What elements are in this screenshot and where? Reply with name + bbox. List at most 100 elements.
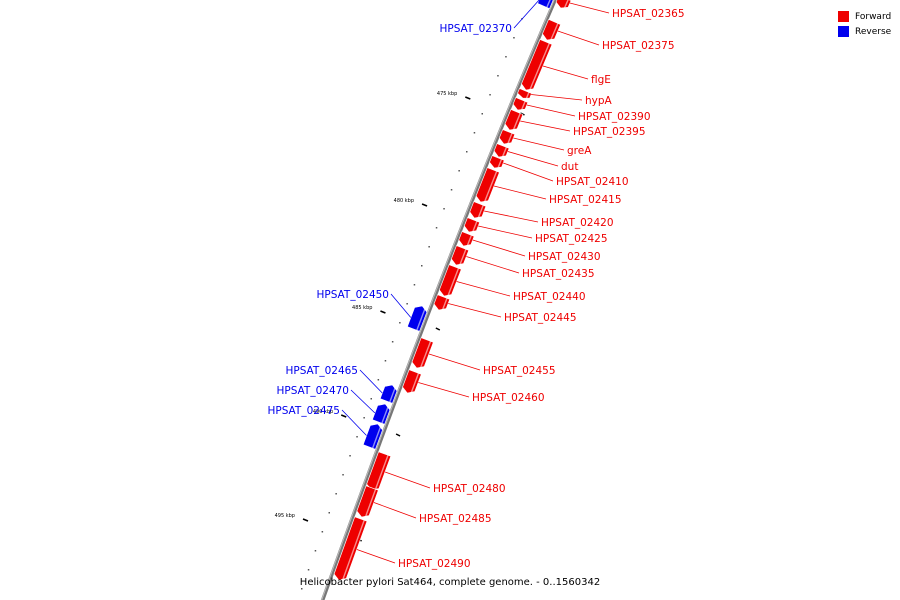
minor-tick (473, 132, 476, 134)
gene-shade (371, 424, 382, 449)
gene-arrow (451, 245, 470, 266)
gene-feature: HPSAT_02470 (276, 385, 391, 425)
minor-tick (370, 398, 372, 400)
gene-arrow (469, 201, 487, 219)
gene-leader-line (531, 94, 583, 101)
gene-arrow (521, 39, 553, 91)
gene-feature: HPSAT_02445 (433, 294, 577, 324)
minor-tick (301, 588, 303, 590)
legend-item-forward: Forward (838, 9, 891, 24)
gene-leader-line (356, 549, 396, 564)
gene-label: HPSAT_02455 (483, 365, 556, 377)
gene-feature: HPSAT_02410 (489, 155, 629, 188)
gene-arrow (433, 294, 451, 311)
gene-feature: HPSAT_02485 (356, 485, 492, 525)
gene-leader-line (428, 353, 481, 371)
gene-shade (525, 92, 530, 100)
minor-tick (443, 208, 445, 210)
gene-feature: HPSAT_02480 (366, 451, 506, 495)
minor-tick (363, 417, 365, 419)
gene-label: HPSAT_02435 (522, 268, 595, 280)
gene-shade (410, 373, 420, 395)
gene-feature: HPSAT_02450 (316, 289, 428, 332)
gene-feature: HPSAT_02435 (451, 245, 595, 280)
kbp-tick (465, 96, 471, 100)
genome-backbone-highlight (321, 0, 555, 600)
gene-leader-line (513, 0, 540, 29)
minor-tick (435, 327, 441, 331)
gene-leader-line (456, 281, 511, 297)
kbp-tick (340, 414, 347, 418)
minor-tick (458, 170, 460, 172)
gene-label: HPSAT_02465 (285, 365, 358, 377)
minor-tick (395, 433, 401, 437)
gene-feature: HPSAT_02440 (439, 264, 586, 303)
gene-leader-line (520, 120, 571, 132)
gene-arrow (504, 109, 524, 131)
gene-label: HPSAT_02375 (602, 40, 675, 52)
gene-shade (477, 205, 484, 220)
gene-shade (341, 519, 365, 582)
gene-label: flgE (591, 74, 611, 86)
gene-leader-line (341, 409, 367, 436)
gene-arrow (458, 231, 475, 247)
kbp-tick-label: 490 kbp (313, 409, 333, 415)
gene-leader-line (390, 293, 412, 318)
gene-feature: HPSAT_02370 (439, 0, 554, 35)
gene-label: HPSAT_02410 (556, 176, 629, 188)
gene-leader-line (526, 104, 576, 117)
gene-feature: HPSAT_02490 (333, 516, 471, 582)
gene-feature: HPSAT_02395 (504, 109, 646, 138)
gene-label: HPSAT_02425 (535, 233, 608, 245)
gene-label: HPSAT_02480 (433, 483, 506, 495)
minor-tick (307, 569, 310, 571)
gene-feature: flgE (521, 39, 611, 92)
gene-arrow (407, 305, 428, 332)
gene-shade (374, 454, 389, 492)
gene-arrow (362, 423, 383, 450)
minor-tick (391, 341, 394, 343)
gene-leader-line (507, 151, 559, 167)
minor-tick (481, 113, 483, 115)
minor-tick (377, 379, 380, 381)
gene-leader-line (478, 225, 533, 239)
gene-feature: HPSAT_02430 (458, 231, 601, 263)
legend-item-reverse: Reverse (838, 24, 891, 39)
gene-shade (501, 147, 508, 159)
gene-feature: greA (498, 129, 592, 157)
minor-tick (356, 436, 358, 438)
kbp-tick (421, 203, 428, 207)
gene-leader-line (384, 471, 431, 489)
gene-shade (506, 133, 513, 146)
minor-tick (428, 246, 430, 248)
minor-tick (335, 493, 337, 495)
gene-feature: HPSAT_02420 (469, 201, 614, 229)
genome-caption: Helicobacter pylori Sat464, complete gen… (299, 577, 601, 588)
gene-feature: HPSAT_02475 (267, 405, 383, 450)
gene-label: HPSAT_02440 (513, 291, 586, 303)
gene-shade (546, 0, 551, 8)
gene-leader-line (472, 239, 526, 257)
minor-tick (328, 512, 330, 514)
gene-arrow (372, 403, 391, 425)
minor-tick (413, 284, 416, 286)
gene-feature: HPSAT_02465 (285, 365, 398, 404)
gene-arrow (379, 384, 398, 404)
genome-backbone (320, 0, 558, 600)
gene-leader-line (466, 256, 520, 274)
gene-label: HPSAT_02390 (578, 111, 651, 123)
minor-tick (314, 550, 317, 552)
gene-shade (466, 235, 473, 248)
minor-tick (399, 322, 401, 324)
gene-shade (549, 23, 559, 42)
kbp-tick-label: 480 kbp (394, 198, 414, 204)
minor-tick (321, 531, 324, 533)
gene-label: HPSAT_02485 (419, 513, 492, 525)
gene-arrow (356, 485, 379, 518)
gene-feature: HPSAT_02415 (475, 167, 622, 206)
minor-tick (505, 56, 507, 58)
gene-shade (441, 298, 448, 312)
minor-tick (520, 112, 525, 116)
gene-label: HPSAT_02415 (549, 194, 622, 206)
